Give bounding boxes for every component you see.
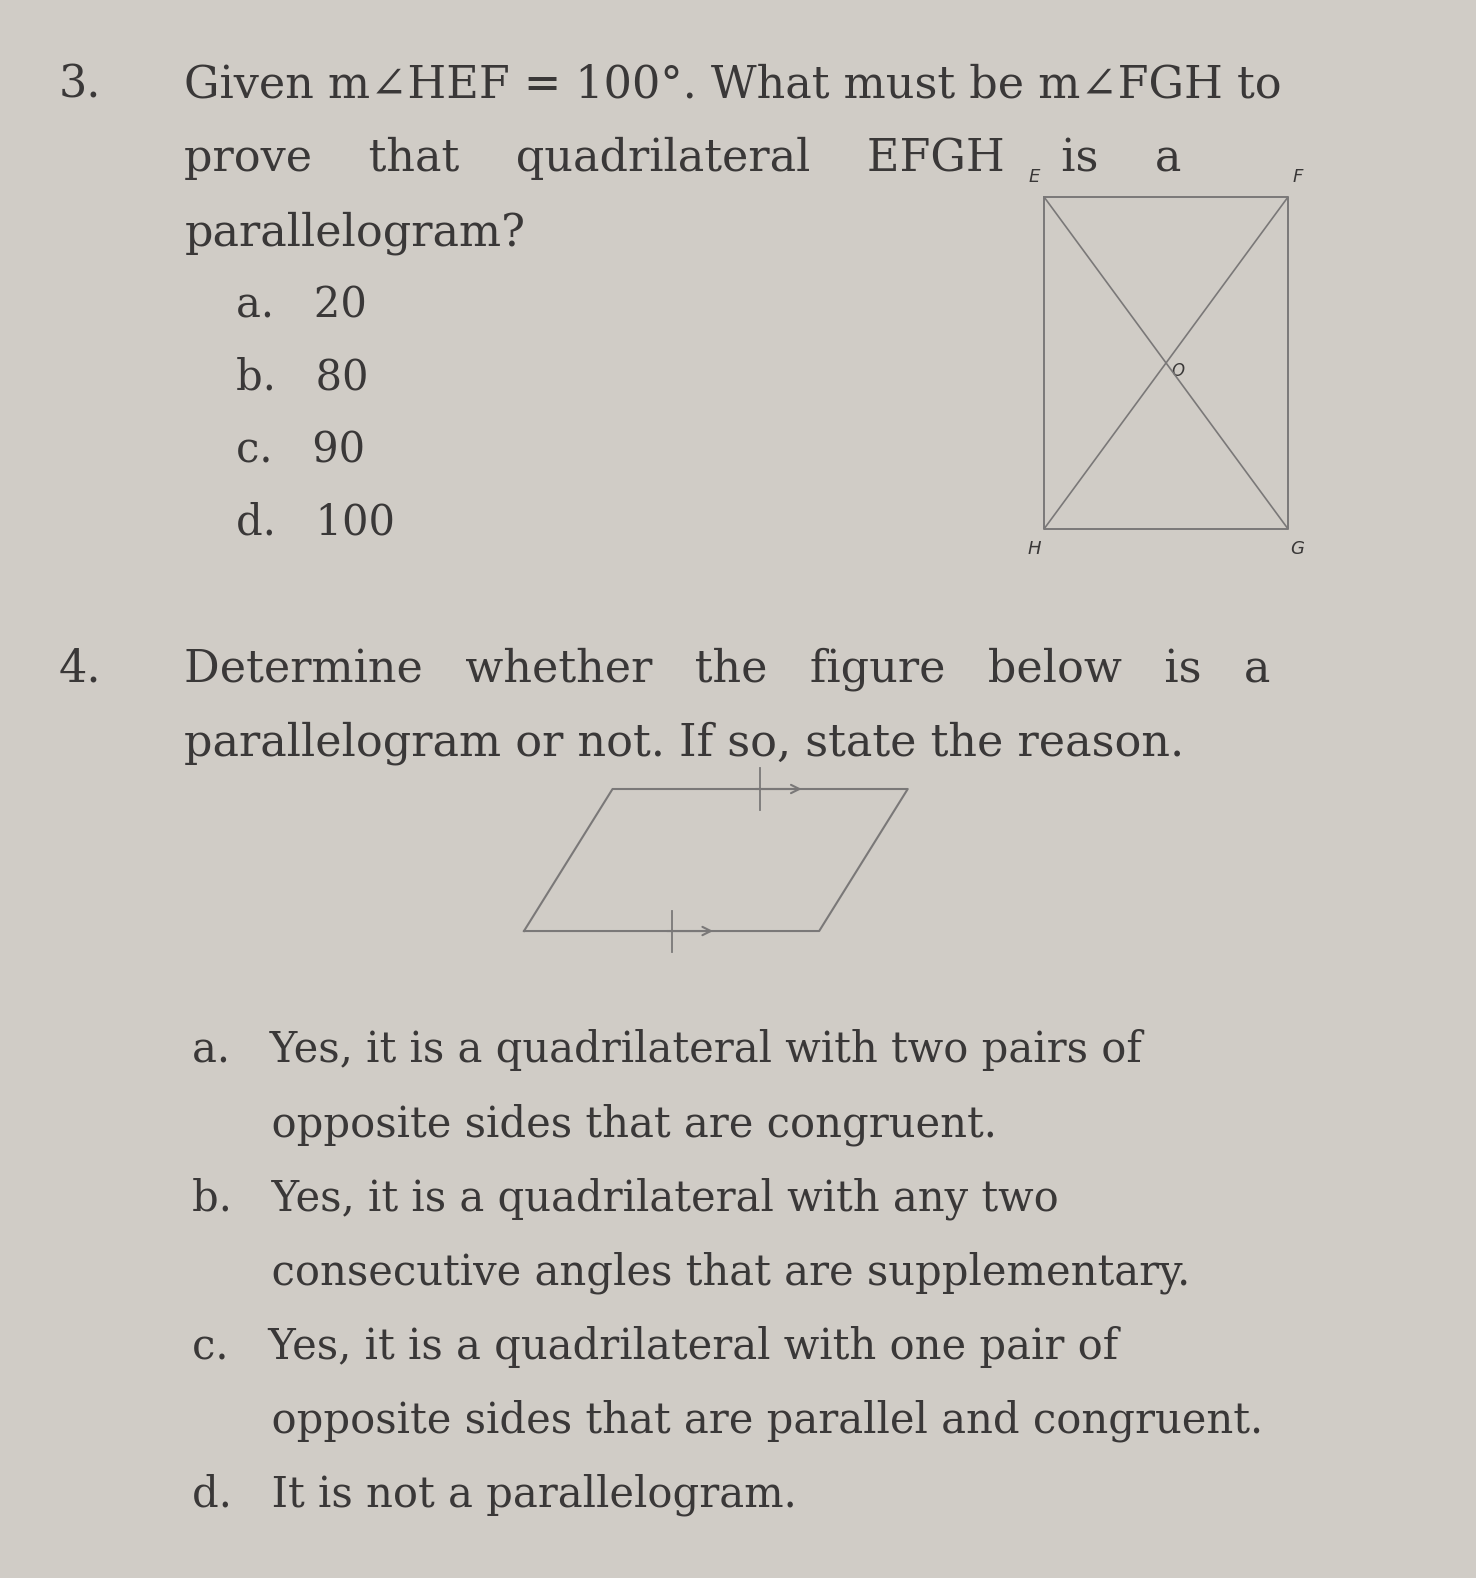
Text: c.   90: c. 90 (236, 429, 365, 472)
Text: E: E (1029, 167, 1041, 186)
Text: c.   Yes, it is a quadrilateral with one pair of: c. Yes, it is a quadrilateral with one p… (192, 1326, 1117, 1368)
Text: a.   20: a. 20 (236, 284, 368, 327)
Text: H: H (1027, 540, 1042, 559)
Text: b.   Yes, it is a quadrilateral with any two: b. Yes, it is a quadrilateral with any t… (192, 1177, 1058, 1220)
Text: consecutive angles that are supplementary.: consecutive angles that are supplementar… (192, 1251, 1190, 1294)
Text: O: O (1172, 361, 1184, 380)
Text: 3.: 3. (59, 63, 102, 106)
Text: opposite sides that are parallel and congruent.: opposite sides that are parallel and con… (192, 1400, 1263, 1442)
Text: Given m∠HEF = 100°. What must be m∠FGH to: Given m∠HEF = 100°. What must be m∠FGH t… (184, 63, 1283, 106)
Text: a.   Yes, it is a quadrilateral with two pairs of: a. Yes, it is a quadrilateral with two p… (192, 1029, 1141, 1071)
Text: G: G (1290, 540, 1305, 559)
Text: prove    that    quadrilateral    EFGH    is    a: prove that quadrilateral EFGH is a (184, 137, 1182, 180)
Text: opposite sides that are congruent.: opposite sides that are congruent. (192, 1103, 996, 1146)
Text: d.   It is not a parallelogram.: d. It is not a parallelogram. (192, 1474, 797, 1516)
Text: d.   100: d. 100 (236, 502, 396, 544)
Text: parallelogram?: parallelogram? (184, 211, 525, 256)
Text: F: F (1292, 167, 1303, 186)
Text: b.   80: b. 80 (236, 357, 369, 399)
Text: 4.: 4. (59, 647, 102, 690)
Text: Determine   whether   the   figure   below   is   a: Determine whether the figure below is a (184, 647, 1271, 691)
Text: parallelogram or not. If so, state the reason.: parallelogram or not. If so, state the r… (184, 721, 1185, 765)
